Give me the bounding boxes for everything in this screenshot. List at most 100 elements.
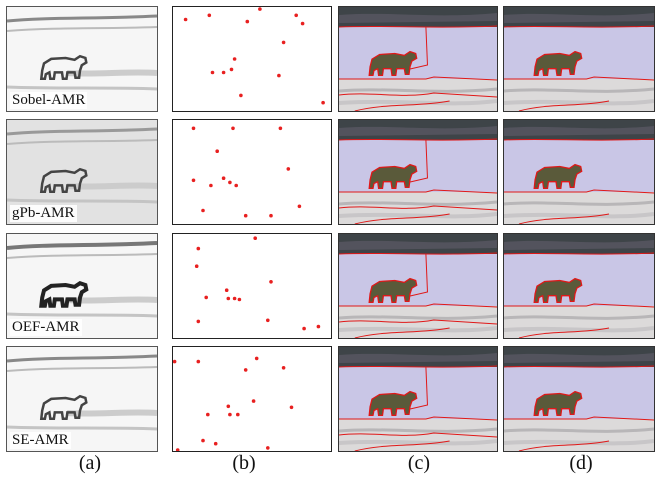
segment-boundary xyxy=(504,303,654,308)
seed-point xyxy=(226,296,231,301)
seed-point xyxy=(243,368,248,372)
seed-point xyxy=(226,404,231,409)
seed-point xyxy=(231,126,235,131)
edge-map-panel: gPb-AMR xyxy=(6,119,158,225)
edge-line xyxy=(7,312,157,318)
segment-boundary xyxy=(354,440,450,451)
segment-boundary xyxy=(339,432,497,438)
bear-region xyxy=(368,390,418,416)
seed-point xyxy=(253,236,257,240)
seed-point xyxy=(206,412,210,417)
seed-points-panel xyxy=(172,233,332,339)
segmentation-image xyxy=(504,347,654,451)
segment-boundary xyxy=(518,100,610,111)
edge-line xyxy=(7,425,157,431)
seed-point xyxy=(281,366,286,370)
seed-point xyxy=(173,359,177,364)
segment-boundary xyxy=(354,213,450,224)
segmentation-image xyxy=(504,120,654,224)
seed-point xyxy=(269,280,273,284)
seed-plot xyxy=(183,7,325,105)
seed-point xyxy=(251,399,256,403)
seed-point xyxy=(289,405,294,410)
segment-boundary xyxy=(409,139,428,183)
edge-line xyxy=(7,366,157,372)
edge-line xyxy=(7,139,157,145)
segmentation-image xyxy=(504,7,654,111)
column-label-c: (c) xyxy=(407,452,431,474)
seed-point xyxy=(258,7,262,11)
bear-region xyxy=(533,163,583,189)
seed-plot xyxy=(194,236,321,331)
seed-point xyxy=(210,70,215,75)
seed-point xyxy=(232,296,237,301)
horizon-edge xyxy=(7,241,157,250)
segmentation-panel-c xyxy=(338,119,498,225)
bear-edge xyxy=(39,167,88,193)
seed-point xyxy=(234,183,238,188)
segment-boundary xyxy=(339,303,497,308)
seed-point xyxy=(300,21,305,26)
segment-boundary xyxy=(504,189,654,194)
segmentation-panel-c xyxy=(338,233,498,339)
method-label: OEF-AMR xyxy=(10,319,82,336)
seed-point xyxy=(224,288,229,292)
seed-point xyxy=(294,13,298,18)
segment-boundary xyxy=(339,319,497,325)
seed-point xyxy=(266,446,270,450)
seed-point xyxy=(236,412,240,417)
seed-point xyxy=(281,40,286,45)
seed-point xyxy=(196,359,201,364)
bear-region xyxy=(368,50,418,76)
segmentation-image xyxy=(504,234,654,338)
seed-point xyxy=(209,183,213,188)
seed-point xyxy=(183,17,188,22)
bear-edge xyxy=(39,54,88,80)
segmentation-panel-d xyxy=(503,6,655,112)
segment-boundary xyxy=(518,327,610,338)
ice-region xyxy=(504,419,654,451)
seed-point xyxy=(239,93,243,98)
segmentation-panel-c xyxy=(338,346,498,452)
seed-points-panel xyxy=(172,119,332,225)
segment-boundary xyxy=(354,100,450,111)
seed-point xyxy=(194,264,199,268)
edge-line xyxy=(7,85,157,91)
seed-points-panel xyxy=(172,346,332,452)
column-label-d: (d) xyxy=(569,452,593,474)
segment-boundary xyxy=(339,189,497,194)
segment-boundary xyxy=(409,366,428,410)
segment-boundary xyxy=(504,138,654,141)
segment-boundary xyxy=(409,253,428,297)
segment-boundary xyxy=(339,416,497,421)
bear-edge xyxy=(39,280,89,308)
seed-point xyxy=(228,180,232,185)
segmentation-panel-d xyxy=(503,233,655,339)
edge-map-panel: OEF-AMR xyxy=(6,233,158,339)
seed-point xyxy=(213,441,218,446)
edge-map-panel: Sobel-AMR xyxy=(6,6,158,112)
method-label: Sobel-AMR xyxy=(10,92,88,109)
seed-point xyxy=(297,204,302,209)
seed-point xyxy=(201,208,205,213)
segment-boundary xyxy=(504,76,654,81)
segment-boundary xyxy=(339,92,497,98)
segment-boundary xyxy=(339,365,497,368)
seed-point xyxy=(302,326,306,331)
method-label: gPb-AMR xyxy=(10,205,77,222)
bear-region xyxy=(533,390,583,416)
seed-point xyxy=(278,126,283,131)
ice-region xyxy=(504,79,654,111)
segment-boundary xyxy=(518,213,610,224)
seed-plot xyxy=(191,126,302,218)
seed-point xyxy=(245,19,250,24)
seed-point xyxy=(201,438,205,443)
seed-point xyxy=(243,213,248,218)
segment-boundary xyxy=(339,252,497,255)
segmentation-panel-d xyxy=(503,346,655,452)
method-label: SE-AMR xyxy=(10,432,71,449)
column-label-b: (b) xyxy=(232,452,256,474)
seed-point xyxy=(254,356,259,361)
sky-region xyxy=(339,367,497,419)
segmentation-image xyxy=(339,120,497,224)
